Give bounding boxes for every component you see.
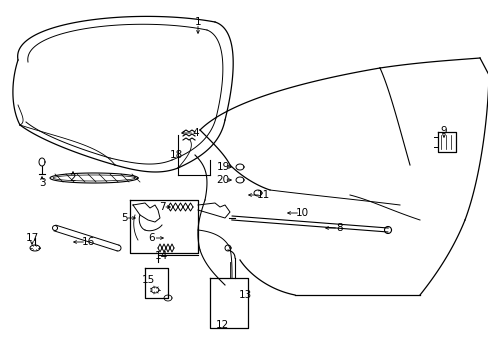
Text: 18: 18 [169,150,182,160]
Text: 14: 14 [154,251,167,261]
Text: 11: 11 [256,190,269,200]
Text: 7: 7 [159,202,165,212]
Text: 17: 17 [25,233,39,243]
Text: 13: 13 [238,290,251,300]
Text: 10: 10 [295,208,308,218]
Text: 8: 8 [336,223,343,233]
Text: 19: 19 [216,162,229,172]
Text: 4: 4 [192,128,199,138]
Text: 9: 9 [440,126,447,136]
Text: 20: 20 [216,175,229,185]
Text: 1: 1 [194,17,201,27]
Text: 5: 5 [121,213,127,223]
Text: 6: 6 [148,233,155,243]
Text: 16: 16 [81,237,95,247]
Text: 2: 2 [70,173,76,183]
Text: 12: 12 [215,320,228,330]
Text: 15: 15 [141,275,154,285]
Text: 3: 3 [39,178,45,188]
